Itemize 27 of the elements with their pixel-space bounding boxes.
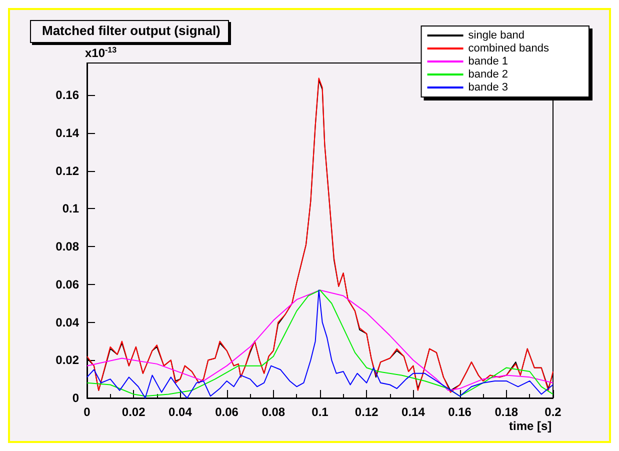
y-tick-label: 0.16	[56, 88, 80, 102]
y-tick-label: 0.02	[56, 353, 80, 368]
x-axis-title: time [s]	[509, 419, 552, 433]
x-tick-label: 0.18	[494, 405, 518, 419]
x-tick-label: 0.04	[168, 405, 192, 419]
x-tick-label: 0.06	[215, 405, 239, 419]
x-tick-label: 0.1	[312, 405, 329, 419]
x-tick-label: 0.14	[402, 405, 426, 419]
x-tick-label: 0.2	[544, 405, 562, 419]
legend-label: combined bands	[468, 42, 550, 54]
y-tick-label: 0.1	[62, 202, 80, 216]
y-tick-label: 0.12	[56, 164, 80, 178]
legend-label: bande 3	[468, 82, 508, 94]
legend-label: bande 1	[468, 56, 508, 68]
x-tick-label: 0.08	[262, 405, 286, 419]
y-tick-label: 0	[72, 391, 80, 405]
legend-label: single band	[468, 30, 525, 42]
y-tick-label: 0.08	[56, 240, 80, 254]
y-tick-label: 0.14	[56, 126, 80, 140]
y-tick-label: 0.06	[56, 277, 80, 292]
x-tick-label: 0.02	[122, 405, 146, 419]
x-tick-label: 0.12	[354, 405, 379, 419]
chart-title: Matched filter output (signal)	[42, 23, 220, 38]
x-tick-label: 0.16	[448, 405, 472, 419]
legend-label: bande 2	[468, 68, 508, 80]
x-tick-label: 0	[84, 405, 91, 419]
y-tick-label: 0.04	[56, 315, 80, 330]
